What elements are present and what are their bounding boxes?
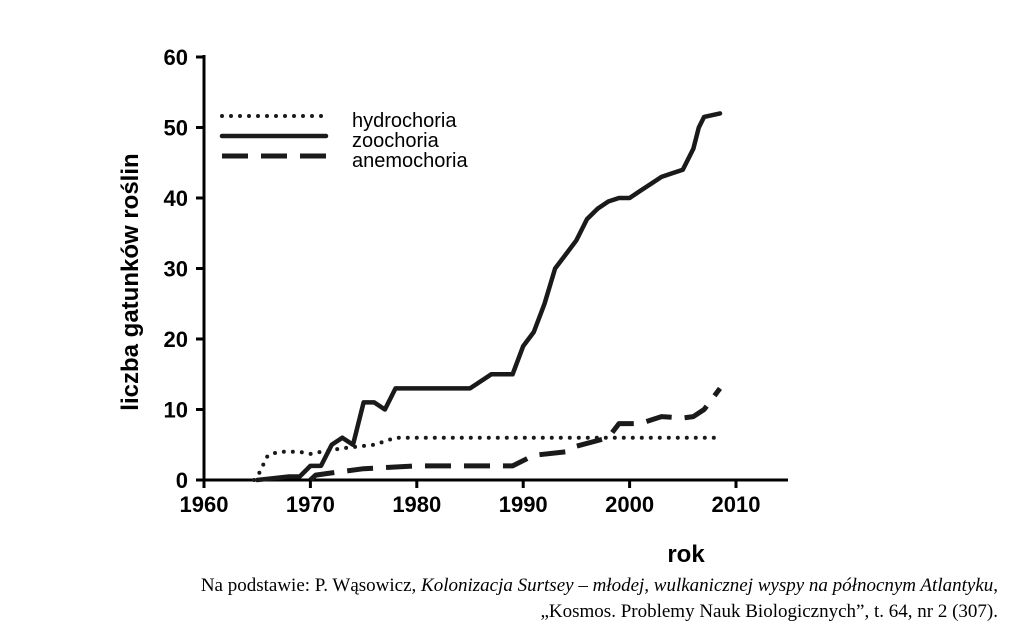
y-axis-title: liczba gatunków roślin bbox=[117, 153, 144, 410]
series-line-zoochoria bbox=[254, 111, 723, 483]
y-tick-label: 40 bbox=[164, 186, 188, 211]
legend-label-anemochoria: anemochoria bbox=[352, 150, 469, 172]
y-tick-label: 0 bbox=[176, 468, 188, 493]
y-tick-label: 50 bbox=[164, 116, 188, 141]
axis-tick-labels: 1960 1970 1980 1990 2000 2010 0 10 20 30 40 50 60 bbox=[164, 45, 761, 517]
chart-series bbox=[252, 111, 723, 483]
x-tick-label: 1960 bbox=[180, 492, 229, 517]
y-tick-label: 30 bbox=[164, 257, 188, 282]
chart-axes bbox=[202, 55, 788, 482]
series-line-anemochoria bbox=[308, 386, 722, 482]
x-axis-title: rok bbox=[667, 541, 705, 568]
x-tick-label: 1980 bbox=[392, 492, 441, 517]
source-line-1: Na podstawie: P. Wąsowicz, Kolonizacja S… bbox=[201, 573, 998, 599]
y-tick-label: 60 bbox=[164, 45, 188, 70]
series-line-hydrochoria bbox=[252, 435, 717, 482]
x-tick-label: 1990 bbox=[499, 492, 548, 517]
source-suffix: , bbox=[993, 575, 998, 596]
axis-ticks bbox=[196, 55, 738, 488]
source-prefix: Na podstawie: P. Wąsowicz, bbox=[200, 575, 422, 596]
x-tick-label: 2010 bbox=[712, 492, 761, 517]
x-tick-label: 2000 bbox=[605, 492, 654, 517]
legend-label-zoochoria: zoochoria bbox=[352, 130, 440, 152]
x-tick-label: 1970 bbox=[286, 492, 335, 517]
y-tick-label: 20 bbox=[164, 327, 188, 352]
line-chart: 1960 1970 1980 1990 2000 2010 0 10 20 30 40 50 60 hy… bbox=[117, 45, 788, 568]
legend-label-hydrochoria: hydrochoria bbox=[352, 110, 457, 132]
y-tick-label: 10 bbox=[164, 398, 188, 423]
source-article-title: Kolonizacja Surtsey – młodej, wulkaniczn… bbox=[421, 575, 994, 596]
source-citation: Na podstawie: P. Wąsowicz, Kolonizacja S… bbox=[201, 573, 998, 625]
source-line-2: „Kosmos. Problemy Nauk Biologicznych”, t… bbox=[540, 601, 998, 622]
